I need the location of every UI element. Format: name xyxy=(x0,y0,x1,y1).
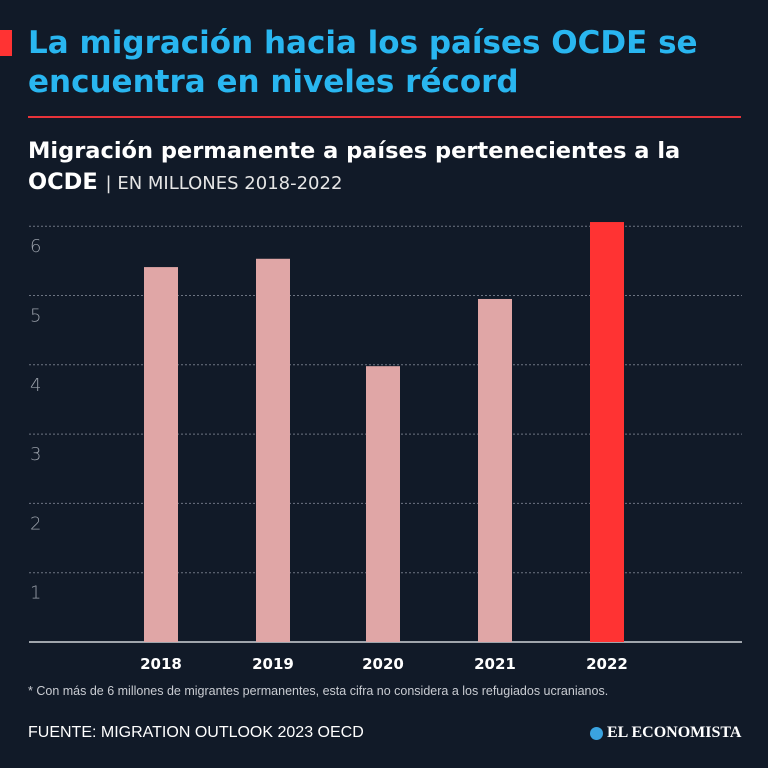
accent-bar xyxy=(0,30,12,56)
x-tick-label: 2020 xyxy=(362,655,404,673)
y-tick-label: 2 xyxy=(30,513,41,534)
logo-icon xyxy=(590,726,603,740)
chart-unit: | EN MILLONES 2018-2022 xyxy=(105,173,343,194)
x-tick-label: 2022 xyxy=(586,655,628,673)
bar-2020 xyxy=(366,366,400,642)
y-tick-label: 4 xyxy=(30,375,41,396)
logo: EL ECONOMISTA xyxy=(590,724,741,742)
chart-subtitle: Migración permanente a países pertenecie… xyxy=(28,136,748,199)
x-tick-label: 2018 xyxy=(140,655,182,673)
y-tick-label: 3 xyxy=(30,444,41,465)
y-tick-label: 1 xyxy=(30,583,41,604)
headline: La migración hacia los países OCDE se en… xyxy=(28,25,698,100)
footnote: * Con más de 6 millones de migrantes per… xyxy=(28,684,609,698)
logo-text: EL ECONOMISTA xyxy=(607,724,742,741)
bar-2019 xyxy=(256,258,290,642)
bar-2022 xyxy=(590,222,624,643)
y-tick-label: 6 xyxy=(30,236,41,257)
chart-title: Migración permanente a países pertenecie… xyxy=(28,138,681,195)
headline-rule xyxy=(28,116,741,118)
source: FUENTE: MIGRATION OUTLOOK 2023 OECD xyxy=(28,724,364,741)
y-tick-label: 5 xyxy=(30,306,41,327)
x-tick-label: 2021 xyxy=(474,655,516,673)
bar-2018 xyxy=(144,267,178,642)
bar-2021 xyxy=(478,298,512,642)
x-tick-label: 2019 xyxy=(252,655,294,673)
